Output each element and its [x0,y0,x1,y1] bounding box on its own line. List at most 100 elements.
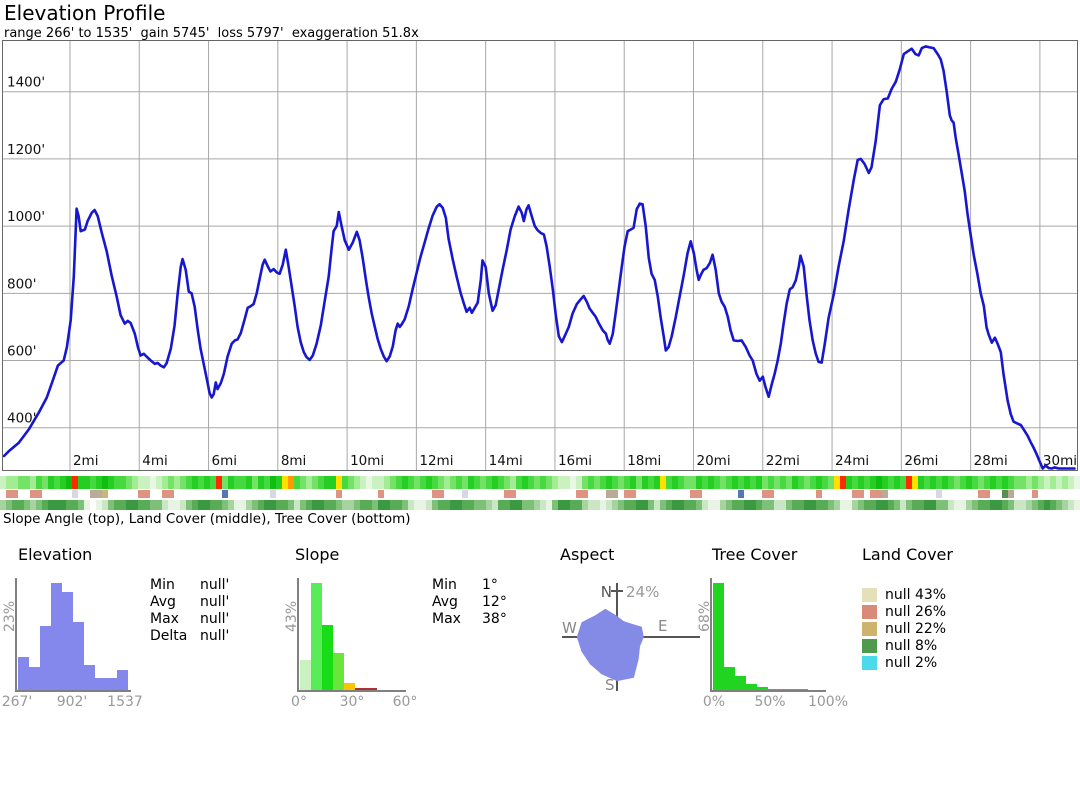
strip-segment [1032,500,1038,510]
elevation-profile-chart[interactable]: 400' 600' 800' 1000' 1200' 1400' 2mi 4mi 6mi 8mi 1… [2,40,1078,471]
strip-segment [462,476,468,489]
strip-segment [66,490,72,498]
strip-segment [48,500,54,510]
slope-histogram: 0° 30° 60° 43% [284,578,417,710]
x-tick-label: 2mi [73,453,99,469]
strip-segment [210,500,216,510]
strip-segment [210,490,216,498]
strip-segment [450,500,456,510]
strip-segment [948,476,954,489]
strip-segment [234,476,240,489]
x-tick-label: 10mi [350,453,384,469]
legend-label: null 22% [885,620,947,637]
strip-segment [588,476,594,489]
strip-segment [282,476,288,489]
strip-segment [192,500,198,510]
strip-segment [486,476,492,489]
strip-segment [156,500,162,510]
strip-segment [534,500,540,510]
strip-segment [660,490,666,498]
hist-max-percent-label: 43% [284,600,300,632]
strip-segment [792,500,798,510]
strip-segment [96,500,102,510]
strip-segment [288,500,294,510]
strip-segment [780,476,786,489]
strip-segment [114,500,120,510]
strip-segment [1062,500,1068,510]
stat-row: Min 1° [432,577,507,594]
strip-segment [312,500,318,510]
strip-segment [90,500,96,510]
hist-bar [344,682,355,690]
strip-segment [324,490,330,498]
strip-segment [564,476,570,489]
strip-segment [282,500,288,510]
stat-row: Max 38° [432,611,507,628]
strip-segment [990,476,996,489]
x-tick-label: 26mi [904,453,938,469]
strip-segment [822,476,828,489]
strip-segment [228,476,234,489]
strip-segment [846,476,852,489]
hist-max-percent-label: 68% [697,600,713,632]
strip-segment [486,500,492,510]
strip-segment [744,500,750,510]
strip-segment [528,490,534,498]
elevation-profile-plot[interactable]: 400' 600' 800' 1000' 1200' 1400' 2mi 4mi 6mi 8mi 1… [3,41,1077,470]
hist-bar [62,592,73,690]
legend-row: null 43% [862,586,946,603]
strip-segment [768,490,774,498]
strip-segment [0,476,6,489]
hist-axis-label: 0° [291,694,307,710]
strip-segment [192,476,198,489]
strip-segment [426,500,432,510]
strip-segment [636,476,642,489]
strip-segment [516,490,522,498]
strip-segment [54,476,60,489]
strip-segment [132,476,138,489]
y-tick-label: 1200' [7,142,45,158]
strip-segment [876,490,882,498]
strip-segment [222,490,228,498]
strip-segment [498,476,504,489]
stat-value: null' [200,628,230,644]
strip-segment [414,476,420,489]
stat-label: Max [432,611,461,627]
strip-segment [300,476,306,489]
strip-segment [858,476,864,489]
strip-segment [642,490,648,498]
strip-segment [438,476,444,489]
strip-segment [738,476,744,489]
strip-segment [582,500,588,510]
strip-segment [456,500,462,510]
legend-label: null 43% [885,586,947,603]
strip-segment [828,500,834,510]
strip-segment [474,476,480,489]
strip-segment [642,476,648,489]
land-cover-panel-title: Land Cover [862,545,953,564]
strip-segment [6,490,12,498]
strip-segment [150,490,156,498]
strip-segment [786,490,792,498]
strip-segment [558,476,564,489]
strip-segment [708,490,714,498]
strip-segment [1026,500,1032,510]
strip-segment [402,476,408,489]
strip-segment [504,490,510,498]
strip-segment [582,476,588,489]
strip-segment [582,490,588,498]
strip-segment [738,500,744,510]
hist-bar [51,583,62,690]
strip-segment [834,500,840,510]
strip-segment [732,476,738,489]
strip-segment [996,476,1002,489]
strip-segment [378,476,384,489]
strip-segment [0,490,6,498]
strip-segment [282,490,288,498]
strip-segment [468,476,474,489]
strip-segment [942,476,948,489]
strip-segment [930,490,936,498]
tree-cover-panel-title: Tree Cover [712,545,798,564]
strip-segment [534,476,540,489]
strip-segment [48,490,54,498]
